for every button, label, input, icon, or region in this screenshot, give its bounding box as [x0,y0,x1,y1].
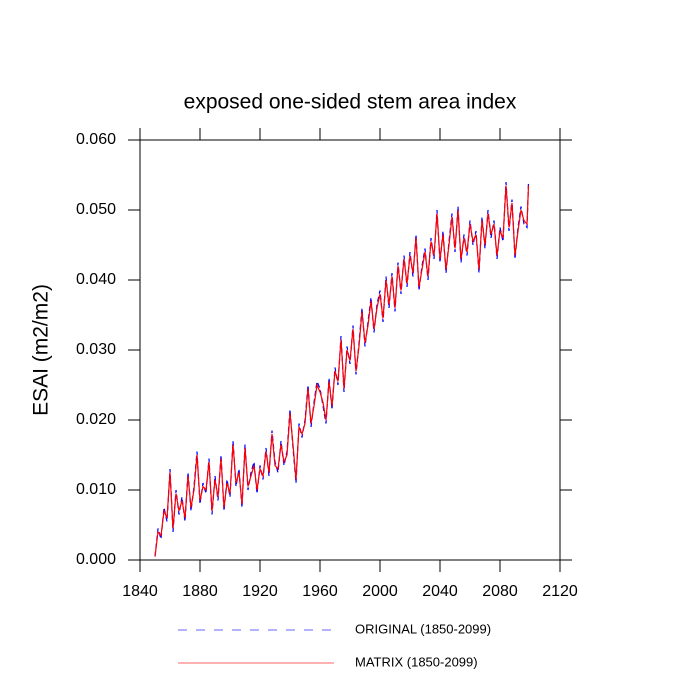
y-tick-label: 0.030 [76,341,116,358]
legend-label: ORIGINAL (1850-2099) [355,621,491,636]
y-tick-label: 0.020 [76,411,116,428]
x-tick-label: 1960 [302,583,338,600]
x-tick-label: 2080 [482,583,518,600]
y-axis-label: ESAI (m2/m2) [30,284,53,416]
chart-title: exposed one-sided stem area index [184,91,517,114]
x-tick-label: 1920 [242,583,278,600]
x-tick-label: 2120 [542,583,578,600]
y-tick-label: 0.010 [76,481,116,498]
y-tick-label: 0.040 [76,271,116,288]
legend: ORIGINAL (1850-2099) MATRIX (1850-2099) [178,621,491,669]
x-tick-label: 2040 [422,583,458,600]
x-tick-label: 2000 [362,583,398,600]
plot-area [154,181,530,557]
data-line [154,185,530,557]
y-tick-label: 0.050 [76,201,116,218]
legend-label: MATRIX (1850-2099) [355,654,478,669]
x-tick-label: 1840 [122,583,158,600]
y-tick-label: 0.060 [76,131,116,148]
x-tick-label: 1880 [182,583,218,600]
y-tick-label: 0.000 [76,551,116,568]
